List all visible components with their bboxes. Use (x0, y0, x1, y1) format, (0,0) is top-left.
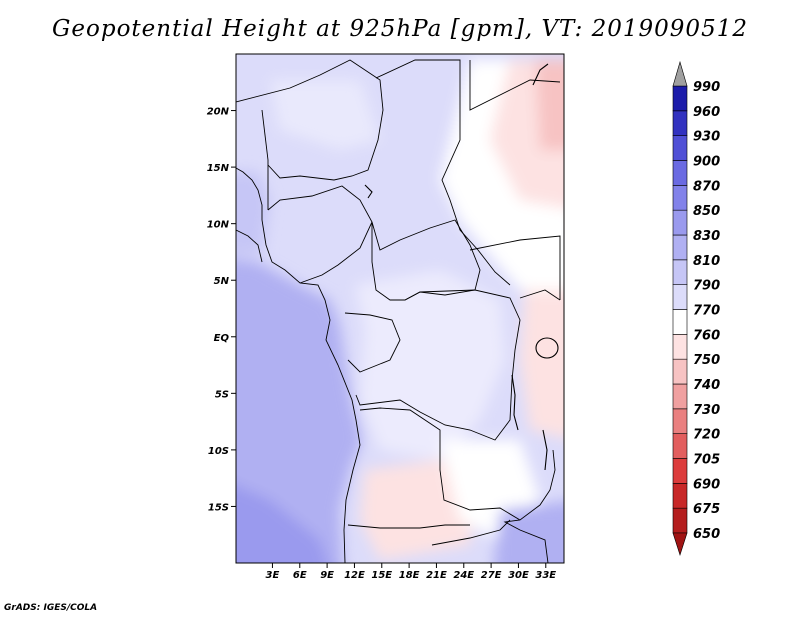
x-tick-label: 15E (371, 570, 392, 581)
colorbar-bin (672, 135, 688, 161)
colorbar-label: 720 (693, 428, 720, 443)
lake-malawi (542, 429, 548, 471)
colorbar-label: 770 (693, 304, 720, 319)
colorbar-label: 790 (693, 279, 720, 294)
border-drc (355, 289, 521, 441)
y-tick-label: 15N (207, 163, 230, 174)
field-ocean-deep (236, 485, 328, 563)
colorbar-bin (672, 110, 688, 136)
colorbar-label: 960 (693, 105, 720, 120)
colorbar-label: 705 (693, 453, 720, 468)
y-axis: 20N 15N 10N 5N EQ 5S 10S 15S (207, 107, 236, 513)
x-tick-label: 12E (344, 570, 365, 581)
colorbar-label: 690 (693, 477, 720, 492)
x-axis: 3E 6E 9E 12E 15E 18E 21E 24E 27E 30E 33E (266, 563, 556, 581)
chart-title: Geopotential Height at 925hPa [gpm], VT:… (52, 16, 748, 42)
border-chad-sudan (375, 59, 511, 286)
lakes (364, 63, 559, 471)
colorbar-label: 730 (693, 403, 720, 418)
red-sea (532, 63, 549, 86)
colorbar-bin (672, 234, 688, 261)
field-egypt-warm (535, 60, 564, 150)
colorbar-label: 990 (693, 80, 720, 95)
x-tick-label: 3E (266, 570, 280, 581)
y-tick-label: 10S (208, 446, 229, 457)
border-namibia (347, 524, 470, 529)
field-sahel-white (270, 80, 380, 150)
colorbar-bin (672, 259, 688, 285)
field-coast-west (236, 171, 270, 255)
x-tick-label: 18E (399, 570, 420, 581)
colorbar: 650 675 690 705 720 730 740 750 760 770 790 810 830 8… (672, 60, 720, 556)
colorbar-bin (672, 209, 688, 236)
border-nigeria (267, 185, 373, 284)
colorbar-bin (672, 433, 688, 459)
colorbar-bin (672, 309, 688, 335)
x-tick-label: 6E (293, 570, 307, 581)
y-tick-label: 5N (214, 276, 230, 287)
field-congo (355, 270, 505, 460)
colorbar-bin (672, 483, 688, 509)
colorbar-label: 930 (693, 130, 720, 145)
y-tick-label: 20N (207, 107, 230, 118)
colorbar-label: 740 (693, 378, 720, 393)
border-angola-zambia (359, 407, 521, 521)
border-west-small (236, 229, 263, 263)
border-ethiopia (469, 235, 561, 300)
border-south-central (431, 519, 511, 546)
colorbar-bin (672, 383, 688, 410)
colorbar-label: 870 (693, 179, 720, 194)
field-mozambique (494, 501, 564, 563)
colorbar-high-extend (672, 60, 688, 87)
y-tick-label: 10N (207, 220, 230, 231)
x-tick-label: 9E (320, 570, 334, 581)
x-tick-label: 30E (508, 570, 529, 581)
colorbar-bin (672, 408, 688, 434)
border-sahel-lines (261, 109, 269, 210)
colorbar-bin (672, 358, 688, 385)
x-tick-label: 24E (453, 570, 474, 581)
y-tick-label: EQ (214, 333, 230, 344)
x-tick-label: 27E (481, 570, 502, 581)
x-tick-label: 33E (535, 570, 556, 581)
colorbar-label: 650 (693, 527, 720, 542)
lake-victoria (535, 337, 559, 359)
colorbar-label: 760 (693, 328, 720, 343)
y-tick-label: 5S (215, 389, 229, 400)
lake-tanganyika (511, 374, 519, 431)
colorbar-bin (672, 284, 688, 310)
plot-frame (235, 53, 565, 564)
colorbar-label: 810 (693, 254, 720, 269)
border-kenya (519, 289, 561, 301)
colorbar-low-extend (672, 532, 688, 556)
field-east-highlands (520, 290, 564, 438)
colorbar-label: 850 (693, 204, 720, 219)
colorbar-label: 750 (693, 353, 720, 368)
coastline-borders (236, 59, 561, 563)
colorbar-bin (672, 507, 688, 534)
colorbar-bin (672, 85, 688, 112)
colorbar-bin (672, 160, 688, 186)
field-ocean (236, 259, 362, 563)
border-libya-egypt (469, 60, 561, 111)
colorbar-bin (672, 458, 688, 484)
border-congo (344, 312, 401, 373)
colorbar-label: 675 (693, 502, 720, 517)
coastline-west-africa (236, 167, 361, 563)
colorbar-label: 900 (693, 155, 720, 170)
colorbar-label: 830 (693, 229, 720, 244)
grads-credit: GrADS: IGES/COLA (4, 603, 98, 613)
lake-chad (364, 184, 373, 199)
y-tick-label: 15S (208, 502, 229, 513)
x-tick-label: 21E (426, 570, 447, 581)
colorbar-bin (672, 334, 688, 360)
border-mali-niger (236, 59, 384, 181)
field-south-warm (360, 460, 480, 560)
colorbar-bin (672, 185, 688, 211)
